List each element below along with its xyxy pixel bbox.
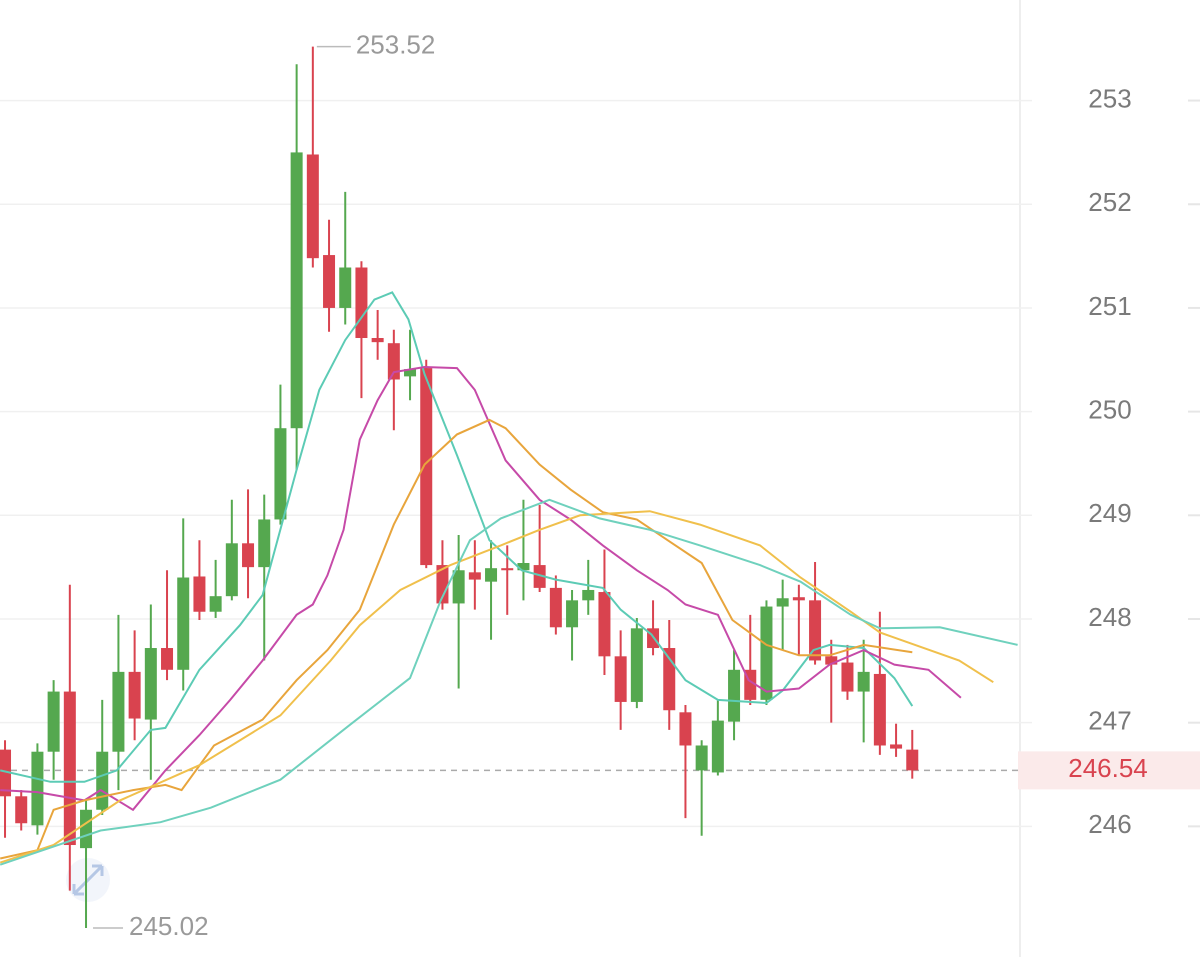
candle-body: [128, 671, 141, 719]
candle-body: [533, 565, 546, 588]
candle-body: [306, 154, 319, 259]
candle-body: [890, 744, 903, 749]
candle-body: [193, 576, 206, 612]
y-tick-label: 253: [1088, 83, 1131, 113]
candle-body: [47, 691, 60, 752]
candle-body: [776, 598, 789, 607]
candle-body: [485, 568, 498, 582]
candle-body: [582, 589, 595, 601]
candle-body: [711, 720, 724, 773]
candle-body: [404, 369, 417, 377]
candle-body: [906, 749, 919, 771]
candle-body: [792, 597, 805, 601]
candle-body: [0, 749, 12, 797]
ma-line: [0, 291, 914, 783]
ma-line: [0, 418, 913, 860]
candle-body: [31, 751, 44, 826]
ma-line: [0, 498, 1018, 866]
candle-body: [679, 712, 692, 746]
candle-body: [96, 751, 109, 810]
candle-body: [144, 648, 157, 720]
y-tick-label: 249: [1088, 498, 1131, 528]
candle-body: [371, 338, 384, 343]
candle-body: [242, 543, 255, 568]
icon-arrows: [72, 864, 104, 896]
candle-body: [355, 267, 368, 339]
candle-body: [112, 671, 125, 752]
candle-body: [436, 565, 449, 604]
y-tick-label: 246: [1088, 809, 1131, 839]
candle-body: [501, 568, 514, 571]
last-price-label: 246.54: [1068, 753, 1148, 783]
y-tick-label: 247: [1088, 706, 1131, 736]
candle-body: [566, 600, 579, 628]
candle-body: [177, 577, 190, 670]
candle-body: [274, 428, 287, 520]
candle-body: [728, 669, 741, 722]
max-label: 253.52: [356, 30, 436, 60]
candle-body: [760, 606, 773, 700]
candle-body: [209, 596, 222, 612]
candle-body: [614, 656, 627, 702]
candle-body: [857, 671, 870, 692]
candle-body: [80, 809, 93, 849]
min-label: 245.02: [129, 911, 209, 941]
candle-body: [420, 368, 433, 566]
candle-body: [630, 628, 643, 702]
candle-body: [841, 662, 854, 692]
candle-body: [695, 745, 708, 771]
ma-line: [0, 365, 962, 812]
candle-body: [161, 648, 174, 670]
candle-body: [809, 600, 822, 661]
candle-body: [258, 519, 271, 568]
expand-icon[interactable]: [66, 858, 110, 902]
candle-body: [387, 343, 400, 380]
candle-body: [468, 572, 481, 580]
candle-body: [452, 570, 465, 604]
candle-body: [825, 656, 838, 665]
y-tick-label: 250: [1088, 394, 1131, 424]
y-tick-label: 248: [1088, 602, 1131, 632]
candle-body: [598, 592, 611, 657]
ma-line: [0, 510, 994, 864]
candle-body: [15, 796, 28, 824]
y-tick-label: 252: [1088, 187, 1131, 217]
candle-body: [323, 255, 336, 308]
candle-body: [339, 267, 352, 308]
candle-body: [290, 152, 303, 429]
candle-body: [549, 587, 562, 628]
candle-body: [225, 543, 238, 597]
y-tick-label: 251: [1088, 291, 1131, 321]
candle-body: [517, 563, 530, 571]
candle-body: [873, 673, 886, 746]
last-price-box: [1018, 751, 1200, 790]
candle-body: [63, 691, 76, 846]
